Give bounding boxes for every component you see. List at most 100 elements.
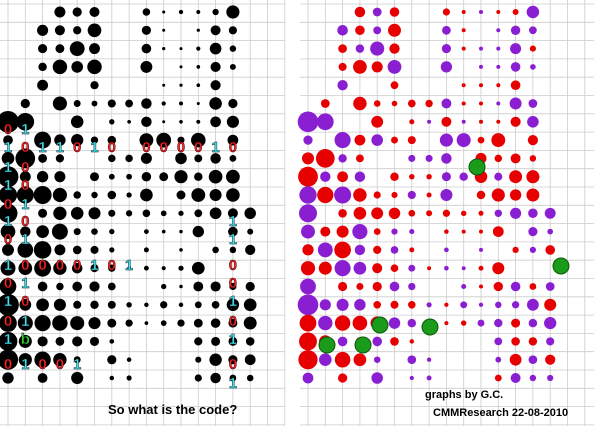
dot	[389, 43, 400, 54]
dot	[178, 9, 184, 15]
dot	[391, 100, 398, 107]
dot	[510, 80, 521, 90]
dot	[174, 170, 188, 184]
dot	[141, 116, 152, 128]
dot	[545, 245, 556, 255]
dot	[90, 245, 99, 254]
dot	[0, 110, 19, 133]
dot	[161, 266, 166, 271]
dot	[36, 171, 49, 183]
digit: 1	[56, 139, 64, 156]
dot	[194, 172, 203, 181]
dot	[54, 171, 66, 183]
dot	[371, 134, 383, 146]
digit: 1	[4, 139, 12, 156]
dot	[90, 172, 99, 182]
digit: 0	[108, 139, 116, 156]
dot	[69, 41, 85, 57]
dot	[441, 44, 451, 54]
digit: 0	[21, 139, 29, 156]
dot	[72, 281, 83, 292]
digit: 0	[73, 139, 81, 156]
digit: 0	[4, 196, 12, 213]
digit: 1	[21, 231, 29, 248]
dot	[320, 226, 331, 237]
dot	[442, 25, 451, 35]
dot	[319, 353, 332, 366]
dot	[529, 283, 537, 290]
dot	[108, 264, 116, 272]
dot	[334, 132, 351, 149]
digit: 0	[38, 356, 46, 373]
dot	[440, 61, 453, 73]
digit: 0	[73, 257, 81, 274]
dot	[494, 172, 503, 181]
dot	[226, 188, 240, 202]
dot	[528, 355, 538, 365]
dot	[527, 116, 539, 128]
digit: 1	[125, 257, 133, 274]
dot	[0, 185, 18, 205]
dot	[89, 281, 100, 292]
dot	[177, 136, 185, 144]
dot	[461, 283, 467, 290]
dot	[352, 224, 368, 240]
dot	[179, 284, 183, 289]
dot	[390, 246, 399, 254]
dot	[409, 229, 415, 235]
dot	[34, 351, 51, 368]
digits: 0 11 0 1 1 0 1 0 0 0 0 0 1 01 01 00 11 0 10 1 11 0 0 0 0 1 0 1 00 1 01…	[4, 121, 238, 392]
dot	[494, 154, 503, 163]
dot	[371, 372, 383, 384]
dot	[528, 337, 538, 346]
dot	[299, 204, 317, 223]
dot	[479, 83, 483, 88]
dot	[528, 318, 538, 328]
dot	[178, 101, 184, 106]
dot	[141, 25, 151, 35]
dot	[298, 166, 318, 187]
dot	[211, 336, 221, 346]
dot	[209, 189, 222, 201]
dot	[142, 8, 151, 16]
dot	[34, 131, 52, 149]
dot	[229, 282, 237, 291]
dot	[512, 246, 519, 254]
dot	[0, 224, 16, 239]
dot	[440, 188, 453, 202]
dot	[547, 228, 554, 235]
dot	[125, 210, 133, 217]
dot	[334, 315, 351, 331]
dot	[73, 228, 81, 236]
dot	[227, 208, 238, 219]
dot	[18, 334, 32, 348]
dot	[318, 315, 333, 331]
dot	[73, 100, 81, 107]
dot	[373, 245, 382, 254]
dot	[196, 28, 200, 32]
dot	[372, 336, 383, 347]
dot	[90, 300, 99, 310]
dot	[353, 96, 367, 111]
dot	[55, 154, 65, 163]
dot	[496, 101, 501, 106]
dot	[301, 224, 315, 239]
dot	[143, 265, 149, 271]
digit: 1	[38, 139, 46, 156]
dot	[299, 186, 317, 204]
dot	[89, 43, 100, 55]
dot	[427, 119, 432, 124]
dot	[87, 23, 102, 38]
dot	[479, 101, 483, 106]
digit: 0	[4, 313, 12, 330]
dot	[547, 374, 554, 382]
dot	[245, 337, 255, 346]
dot	[144, 229, 149, 234]
dot	[388, 317, 401, 329]
dot	[390, 337, 399, 346]
dot	[107, 190, 117, 200]
dot	[425, 99, 433, 108]
dot	[196, 101, 200, 106]
dot	[390, 81, 399, 90]
digit: 1	[4, 213, 12, 230]
